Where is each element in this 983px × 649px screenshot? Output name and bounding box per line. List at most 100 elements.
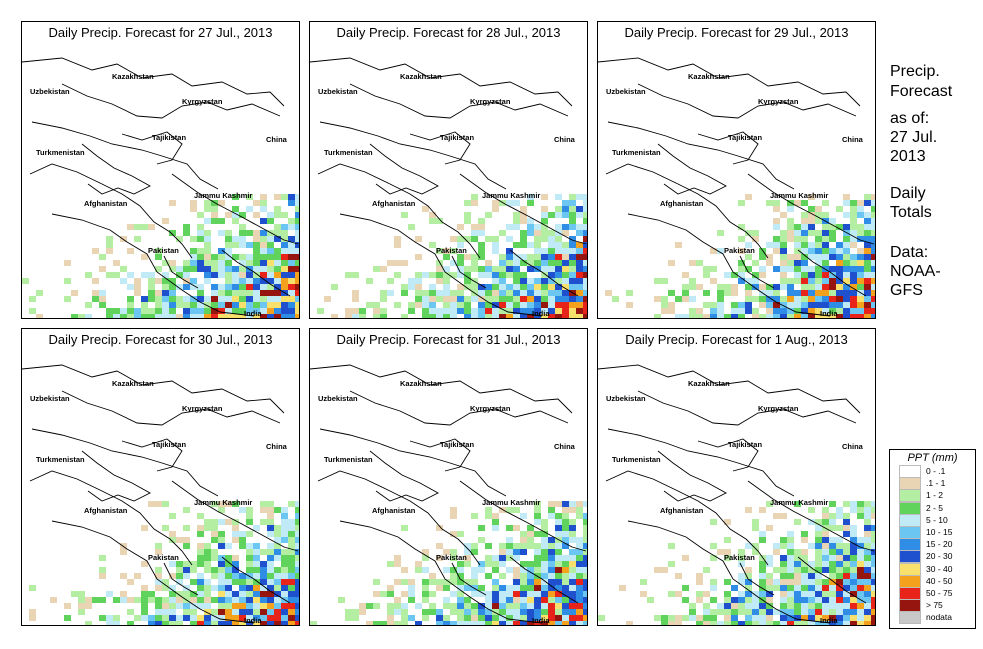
- precip-cell: [457, 561, 464, 567]
- precip-cell: [836, 549, 843, 555]
- precip-cell: [703, 302, 710, 308]
- precip-cell: [415, 290, 422, 296]
- precip-cell: [176, 621, 183, 625]
- precip-cell: [801, 549, 808, 555]
- precip-cell: [506, 314, 513, 318]
- precip-cell: [239, 621, 246, 625]
- precip-cell: [864, 302, 871, 308]
- precip-cell: [534, 224, 541, 230]
- precip-cell: [696, 591, 703, 597]
- precip-cell: [759, 254, 766, 260]
- panel-title: Daily Precip. Forecast for 1 Aug., 2013: [625, 332, 848, 347]
- precip-cell: [183, 561, 190, 567]
- precip-cell: [822, 597, 829, 603]
- precip-cell: [752, 230, 759, 236]
- precip-cell: [724, 519, 731, 525]
- precip-cell: [359, 603, 366, 609]
- map-label-turkmenistan: Turkmenistan: [36, 455, 85, 464]
- precip-cell: [548, 567, 555, 573]
- precip-cell: [246, 615, 253, 621]
- precip-cell: [850, 302, 857, 308]
- precip-cell: [864, 248, 871, 254]
- precip-cell: [815, 236, 822, 242]
- precip-cell: [218, 609, 225, 615]
- precip-cell: [183, 266, 190, 272]
- precip-cell: [717, 290, 724, 296]
- precip-cell: [436, 543, 443, 549]
- precip-cell: [394, 242, 401, 248]
- precip-cell: [555, 543, 562, 549]
- precip-cell: [295, 603, 299, 609]
- precip-cell: [211, 254, 218, 260]
- precip-cell: [197, 224, 204, 230]
- precip-cell: [780, 567, 787, 573]
- precip-cell: [829, 615, 836, 621]
- precip-cell: [766, 296, 773, 302]
- precip-cell: [534, 308, 541, 314]
- legend-label: 2 - 5: [926, 502, 944, 513]
- precip-cell: [204, 242, 211, 248]
- precip-cell: [710, 579, 717, 585]
- precip-cell: [548, 621, 555, 625]
- precip-cell: [822, 230, 829, 236]
- precip-cell: [801, 308, 808, 314]
- precip-cell: [141, 585, 148, 591]
- precip-cell: [443, 284, 450, 290]
- precip-cell: [141, 272, 148, 278]
- precip-cell: [155, 308, 162, 314]
- precip-cell: [661, 621, 668, 625]
- precip-cell: [829, 218, 836, 224]
- precip-cell: [513, 615, 520, 621]
- precip-cell: [562, 585, 569, 591]
- precip-cell: [295, 549, 299, 555]
- precip-cell: [520, 236, 527, 242]
- precip-cell: [190, 615, 197, 621]
- precip-cell: [843, 615, 850, 621]
- precip-cell: [745, 507, 752, 513]
- precip-cell: [471, 573, 478, 579]
- map-label-jammu-kashmir: Jammu Kashmir: [770, 498, 828, 507]
- precip-cell: [288, 254, 295, 260]
- precip-cell: [120, 314, 127, 318]
- precip-cell: [267, 609, 274, 615]
- precip-cell: [752, 296, 759, 302]
- precip-cell: [871, 525, 875, 531]
- precip-cell: [204, 549, 211, 555]
- precip-cell: [127, 597, 134, 603]
- precip-cell: [780, 543, 787, 549]
- precip-cell: [794, 236, 801, 242]
- precip-cell: [288, 543, 295, 549]
- precip-cell: [267, 278, 274, 284]
- precip-cell: [801, 561, 808, 567]
- precip-cell: [464, 284, 471, 290]
- precip-cell: [555, 302, 562, 308]
- precip-cell: [422, 296, 429, 302]
- precip-cell: [239, 212, 246, 218]
- precip-cell: [829, 236, 836, 242]
- precip-cell: [787, 278, 794, 284]
- precip-cell: [281, 603, 288, 609]
- precip-cell: [176, 302, 183, 308]
- precip-cell: [415, 296, 422, 302]
- border-line: [317, 470, 481, 566]
- precip-cell: [576, 272, 583, 278]
- precip-cell: [534, 543, 541, 549]
- precip-cell: [401, 579, 408, 585]
- precip-cell: [408, 284, 415, 290]
- precip-cell: [857, 621, 864, 625]
- precip-cell: [506, 567, 513, 573]
- precip-cell: [260, 248, 267, 254]
- precip-cell: [429, 272, 436, 278]
- precip-cell: [822, 254, 829, 260]
- precip-cell: [843, 501, 850, 507]
- precip-cell: [724, 621, 731, 625]
- precip-cell: [731, 597, 738, 603]
- precip-cell: [661, 302, 668, 308]
- precip-cell: [773, 218, 780, 224]
- precip-cell: [373, 314, 380, 318]
- precip-cell: [253, 296, 260, 302]
- precip-cell: [253, 200, 260, 206]
- precip-cell: [583, 597, 587, 603]
- precip-cell: [864, 272, 871, 278]
- precip-cell: [204, 266, 211, 272]
